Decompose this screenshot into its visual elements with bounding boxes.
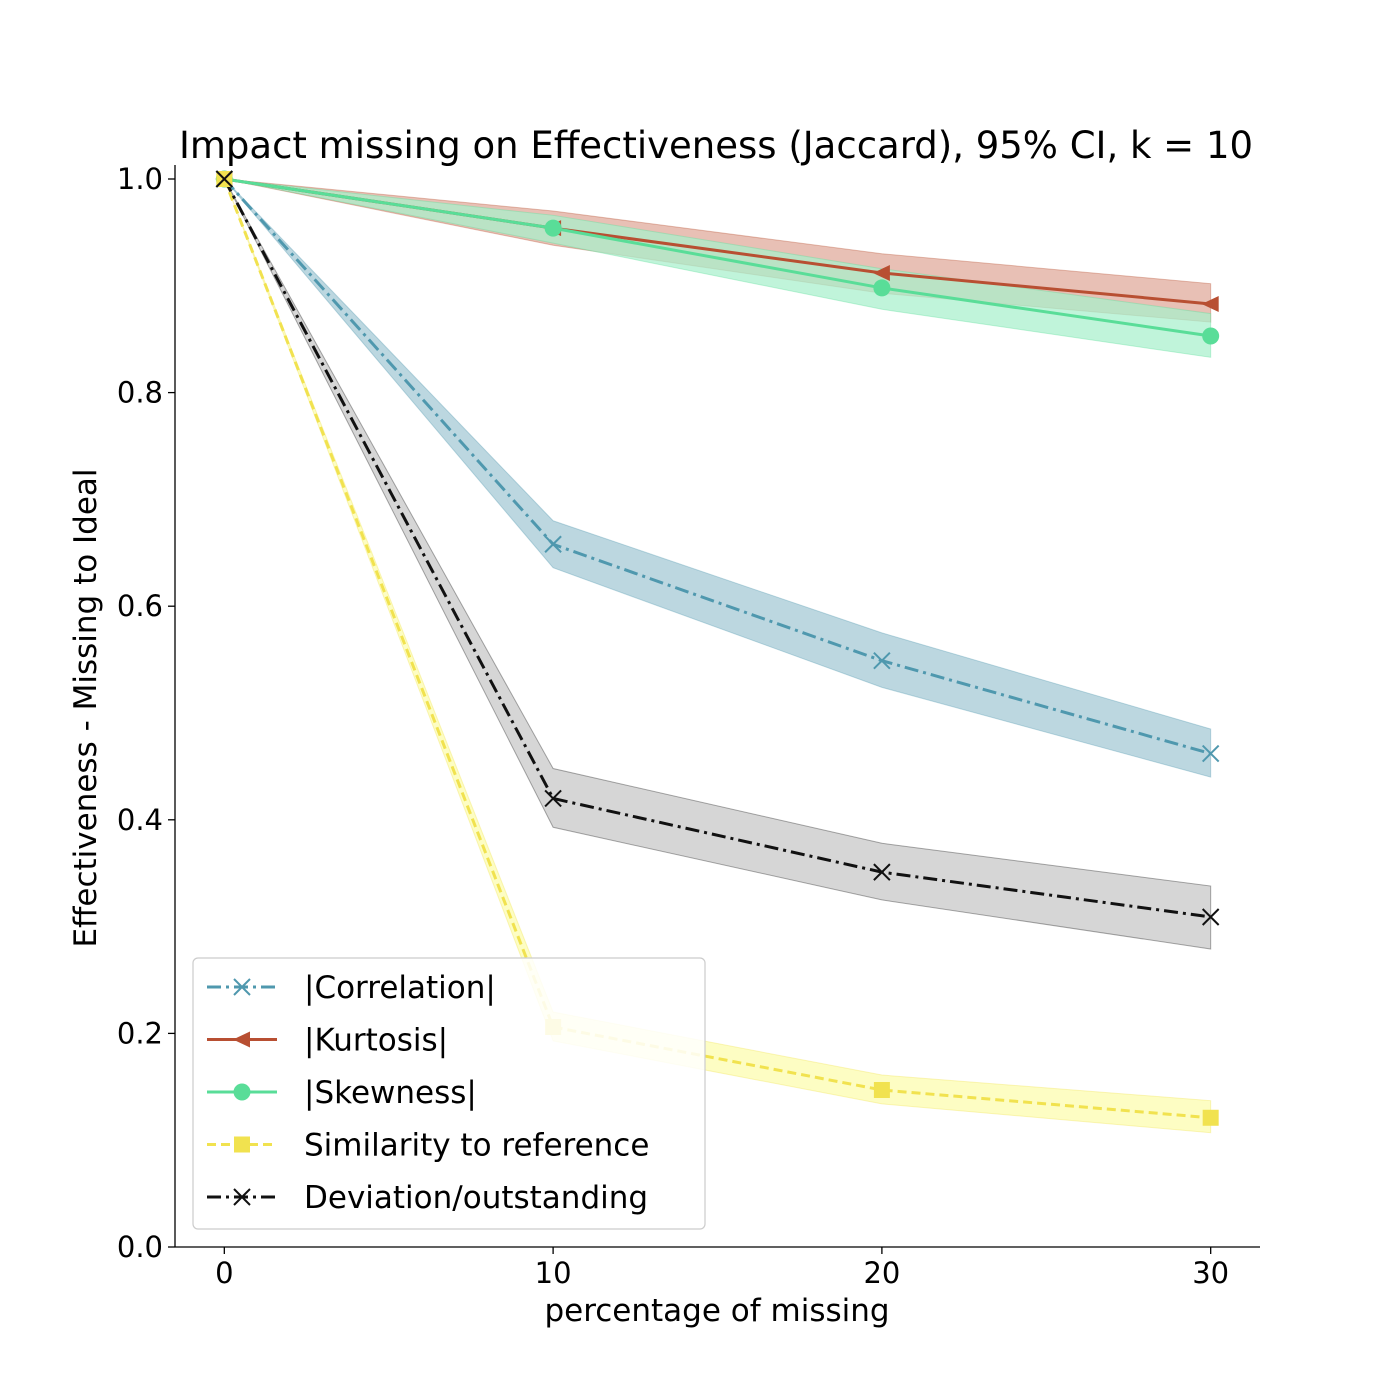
data-point-3-3: [1202, 1109, 1219, 1126]
data-point-0-3: [1201, 744, 1220, 763]
series-line-2: [224, 177, 1211, 338]
legend-marker-2: [233, 1083, 251, 1101]
x-tick-label: 20: [863, 1256, 900, 1290]
x-tick-label: 30: [1192, 1256, 1229, 1290]
legend-marker-0: [233, 978, 251, 996]
legend-marker-1: [233, 1031, 250, 1048]
series-line-0: [223, 177, 1212, 756]
chart-title: Impact missing on Effectiveness (Jaccard…: [179, 124, 1253, 167]
data-point-1-2: [872, 264, 890, 281]
y-tick-label: 0.8: [117, 376, 163, 410]
data-point-3-2: [873, 1082, 890, 1099]
series-line-3: [222, 178, 1211, 1120]
legend: |Correlation| |Kurtosis| |Skewness| Similar…: [192, 957, 706, 1230]
series-markers: [215, 170, 1220, 1126]
data-point-4-2: [873, 863, 891, 881]
data-point-2-3: [1202, 327, 1220, 345]
axes: 0.0 0.2 0.4 0.6 0.8 1.0 0 10 20 30: [117, 162, 1260, 1290]
y-tick-label: 0.4: [117, 803, 163, 837]
data-point-2-1: [544, 219, 562, 237]
x-tick-label: 0: [215, 1256, 233, 1290]
data-point-4-1: [544, 789, 562, 808]
legend-marker-4: [233, 1188, 251, 1206]
y-tick-label: 0.6: [117, 589, 163, 623]
series-line-4: [222, 178, 1211, 919]
legend-label-0: |Correlation|: [304, 970, 496, 1006]
legend-label-1: |Kurtosis|: [304, 1023, 448, 1059]
legend-box: [192, 957, 706, 1230]
data-point-1-3: [1201, 295, 1219, 312]
y-tick-label: 0.2: [117, 1016, 163, 1050]
data-point-0-1: [544, 535, 562, 553]
series-lines: [222, 177, 1212, 1120]
legend-label-2: |Skewness|: [304, 1075, 477, 1111]
y-tick-label: 1.0: [117, 162, 163, 196]
legend-label-4: Deviation/outstanding: [304, 1180, 648, 1216]
y-tick-label: 0.0: [117, 1230, 163, 1264]
x-axis-label: percentage of missing: [544, 1293, 889, 1329]
legend-marker-3: [234, 1136, 250, 1153]
y-axis-label: Effectiveness - Missing to Ideal: [68, 468, 104, 947]
data-point-2-2: [873, 279, 891, 297]
data-point-0-2: [873, 651, 891, 670]
legend-label-3: Similarity to reference: [304, 1128, 649, 1164]
data-point-4-3: [1201, 908, 1220, 926]
x-tick-label: 10: [535, 1256, 572, 1290]
data-point-4-0: [215, 170, 234, 188]
